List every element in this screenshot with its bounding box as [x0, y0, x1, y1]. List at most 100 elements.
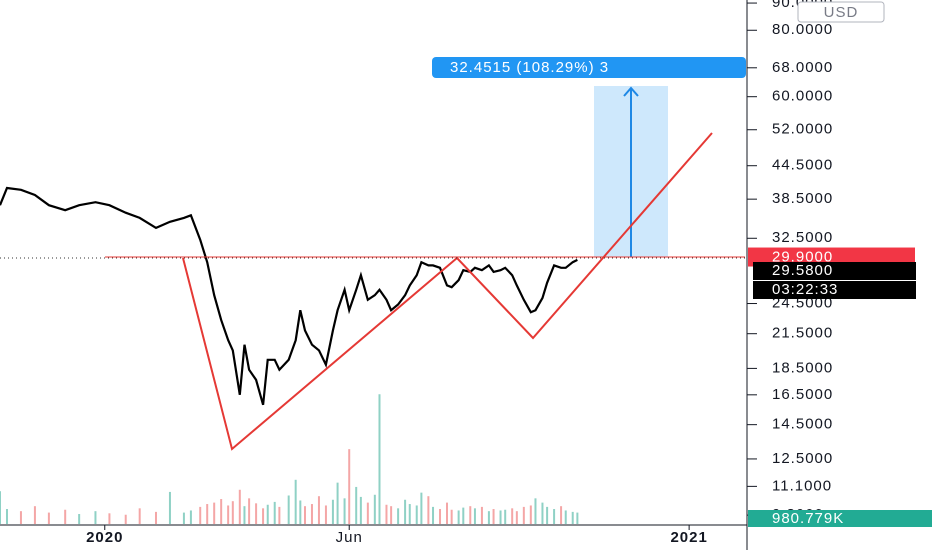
volume-bar [287, 495, 290, 524]
volume-bar [189, 510, 192, 524]
volume-bar [499, 510, 502, 524]
y-tick-label: 16.5000 [772, 386, 833, 403]
volume-bar [564, 510, 567, 524]
y-tick-label: 44.5000 [772, 157, 833, 174]
volume-bar [231, 501, 234, 524]
price-line [0, 186, 578, 406]
volume-bar [515, 511, 518, 524]
volume-bar [138, 508, 141, 524]
y-tick-label: 68.0000 [772, 59, 833, 76]
volume-bar [5, 509, 8, 524]
volume-bar [415, 505, 418, 524]
volume-bar [182, 512, 185, 524]
currency-box [797, 1, 885, 23]
volume-bar [299, 500, 302, 524]
volume-bar [504, 509, 507, 524]
volume-bar [439, 509, 442, 524]
y-tick-label: 60.0000 [772, 88, 833, 105]
volume-label-bg [748, 510, 932, 527]
y-tick-label: 12.5000 [772, 450, 833, 467]
volume-bar [355, 486, 358, 524]
x-tick-label: Jun [336, 529, 363, 546]
y-tick-label: 18.5000 [772, 359, 833, 376]
volume-bar [94, 511, 97, 524]
y-tick-label: 52.0000 [772, 121, 833, 138]
volume-bar [227, 505, 230, 524]
volume-bar [397, 508, 400, 524]
volume-bar [317, 496, 320, 524]
volume-pane [0, 394, 579, 524]
volume-bar [469, 506, 472, 524]
volume-bar [462, 507, 465, 524]
volume-bar [310, 504, 313, 524]
volume-bar [359, 496, 362, 524]
y-tick-label: 21.5000 [772, 325, 833, 342]
y-tick-label: 32.5000 [772, 229, 833, 246]
volume-bar [385, 504, 388, 524]
volume-bar [432, 506, 435, 524]
volume-bar [220, 499, 223, 524]
volume-bar [213, 502, 216, 524]
volume-bar [199, 506, 202, 524]
volume-bar [546, 506, 549, 524]
measure-arrowhead [623, 86, 639, 97]
volume-bar [571, 511, 574, 524]
volume-bar [19, 511, 22, 524]
volume-bar [487, 511, 490, 524]
volume-bar [480, 506, 483, 524]
x-tick-label: 2020 [86, 529, 123, 546]
volume-bar [343, 498, 346, 524]
x-tick-label: 2021 [670, 529, 707, 546]
volume-bar [541, 502, 544, 524]
volume-bar [348, 449, 351, 524]
volume-bar [378, 394, 381, 524]
price-pane [0, 186, 578, 406]
volume-bar [390, 506, 393, 524]
volume-bar [446, 502, 448, 524]
volume-bar [366, 502, 369, 524]
prev-price-label: 29.5800 [772, 262, 833, 279]
volume-label: 980.779K [772, 510, 844, 527]
volume-bar [427, 496, 430, 524]
volume-bar [408, 504, 411, 524]
volume-bar [0, 491, 1, 524]
measure-label-bg [432, 57, 746, 78]
volume-bar [529, 505, 532, 524]
volume-bar [64, 509, 67, 524]
volume-bar [278, 506, 281, 524]
measure-label: 32.4515 (108.29%) 3 [450, 59, 609, 76]
volume-bar [238, 489, 241, 524]
y-tick-label: 38.5000 [772, 190, 833, 207]
volume-bar [420, 492, 423, 524]
volume-bar [534, 498, 537, 524]
volume-bar [47, 512, 50, 524]
volume-bar [450, 509, 453, 524]
volume-bar [108, 513, 111, 524]
volume-bar [33, 506, 36, 524]
prev-price-bg [753, 262, 916, 280]
currency: USD [824, 4, 859, 21]
volume-bar [404, 499, 407, 524]
volume-bar [273, 501, 276, 524]
volume-bar [457, 510, 460, 524]
volume-bar [248, 498, 251, 524]
volume-bar [243, 506, 246, 524]
volume-bar [331, 499, 334, 524]
y-tick-label: 80.0000 [772, 21, 833, 38]
volume-bar [206, 504, 209, 524]
volume-bar [294, 479, 297, 524]
volume-bar [262, 508, 265, 524]
volume-bar [492, 509, 495, 524]
volume-bar [473, 508, 476, 524]
volume-bar [303, 506, 306, 524]
y-tick-label: 14.5000 [772, 416, 833, 433]
volume-bar [324, 505, 327, 524]
volume-bar [522, 506, 525, 524]
volume-bar [154, 511, 157, 524]
volume-bar [576, 512, 579, 524]
volume-bar [78, 514, 81, 524]
volume-bar [373, 494, 376, 524]
volume-bar [336, 482, 339, 524]
